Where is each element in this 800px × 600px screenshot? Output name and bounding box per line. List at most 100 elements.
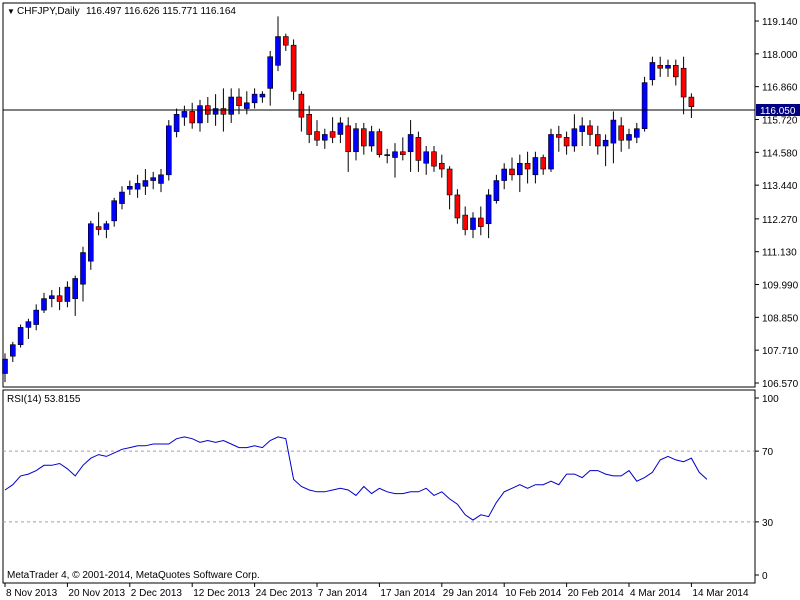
candle: [173, 108, 180, 138]
candle-body-down: [509, 168, 515, 176]
candle: [111, 197, 117, 227]
candle-body-up: [80, 252, 86, 285]
candle: [423, 145, 430, 175]
candlestick-series: [2, 16, 695, 383]
price-tick-label: 115.720: [762, 115, 798, 126]
candle-body-up: [407, 134, 414, 153]
candle-body-down: [540, 157, 547, 170]
candle-body-down: [282, 36, 289, 46]
rsi-tick-label: 30: [762, 518, 774, 529]
candle-body-down: [594, 134, 601, 147]
candle: [127, 180, 133, 195]
date-tick-label: 14 Mar 2014: [692, 588, 749, 599]
candle-body-down: [220, 108, 227, 115]
candle-body-down: [477, 217, 484, 227]
candle-body-down: [314, 131, 320, 141]
candle-body-up: [33, 309, 40, 325]
candle-body-up: [181, 111, 188, 118]
candle-body-up: [103, 223, 110, 230]
candle: [158, 169, 164, 193]
candle: [33, 304, 40, 331]
candle: [48, 289, 55, 308]
rsi-panel: [2, 389, 756, 584]
candle: [563, 131, 570, 155]
candle: [259, 91, 266, 103]
candle-body-up: [275, 36, 281, 66]
candle: [501, 163, 508, 190]
candle-body-up: [228, 96, 234, 115]
candle: [197, 99, 203, 132]
candle: [415, 131, 422, 172]
candle-body-up: [633, 128, 640, 138]
candle-body-up: [158, 174, 164, 184]
candle: [641, 76, 648, 132]
candle-body-up: [119, 191, 125, 204]
candle-body-down: [345, 125, 352, 153]
candle-body-down: [454, 194, 461, 219]
candle-body-up: [2, 358, 8, 374]
title-arrow-icon[interactable]: ▼: [7, 7, 15, 16]
candle: [345, 117, 352, 172]
candle-body-down: [462, 214, 469, 230]
candle-body-up: [579, 125, 586, 132]
candle-body-down: [236, 96, 242, 106]
candle: [80, 246, 86, 302]
candle-body-down: [555, 134, 562, 138]
current-price-label-bg: [756, 103, 800, 116]
candle: [587, 120, 593, 146]
candle: [166, 120, 172, 181]
candle: [438, 154, 445, 178]
candle-body-up: [516, 162, 523, 176]
candle-body-up: [41, 298, 47, 311]
candle: [571, 114, 578, 152]
chart-title: CHFJPY,Daily: [17, 6, 80, 17]
price-tick-label: 119.140: [762, 17, 798, 28]
candle: [189, 102, 195, 129]
candle-body-up: [368, 131, 375, 147]
rsi-indicator: 100 70 30 0: [3, 394, 779, 582]
candle-body-up: [626, 134, 632, 141]
candle: [251, 88, 258, 109]
candle: [2, 353, 8, 383]
price-panel: [2, 2, 756, 388]
candle: [56, 287, 63, 311]
candle: [368, 125, 375, 152]
candle: [384, 148, 391, 164]
candle: [228, 88, 234, 123]
candle-body-up: [25, 321, 32, 328]
candle: [25, 318, 32, 339]
candle-body-up: [649, 62, 656, 81]
price-tick-label: 108.850: [762, 313, 799, 324]
date-tick-label: 7 Jan 2014: [318, 588, 368, 599]
candle-body-up: [423, 151, 430, 164]
candle: [516, 154, 523, 193]
candle-body-up: [88, 223, 94, 262]
candle: [477, 206, 484, 236]
candle: [657, 56, 664, 77]
candle-body-down: [431, 151, 437, 167]
date-tick-label: 24 Dec 2013: [256, 588, 313, 599]
candle-body-up: [212, 108, 219, 115]
candle-body-down: [688, 96, 695, 108]
candle: [353, 122, 359, 161]
candle-body-up: [353, 128, 359, 153]
candle: [306, 105, 313, 144]
candle-body-up: [485, 194, 492, 225]
candle-body-up: [267, 56, 274, 89]
candle-body-up: [665, 65, 671, 69]
candle: [540, 154, 547, 175]
candle-body-up: [602, 139, 609, 147]
rsi-tick-label: 0: [762, 571, 768, 582]
candle: [462, 206, 469, 236]
rsi-tick-label: 100: [762, 394, 779, 405]
candle-body-up: [501, 168, 508, 181]
price-tick-label: 116.860: [762, 83, 798, 94]
date-tick-label: 12 Dec 2013: [193, 588, 250, 599]
candle: [509, 157, 515, 181]
candle-body-down: [657, 65, 664, 69]
candle-body-up: [337, 122, 344, 135]
candle: [446, 166, 453, 210]
candle: [10, 341, 16, 362]
candle: [275, 16, 281, 72]
candle-body-up: [392, 151, 398, 158]
